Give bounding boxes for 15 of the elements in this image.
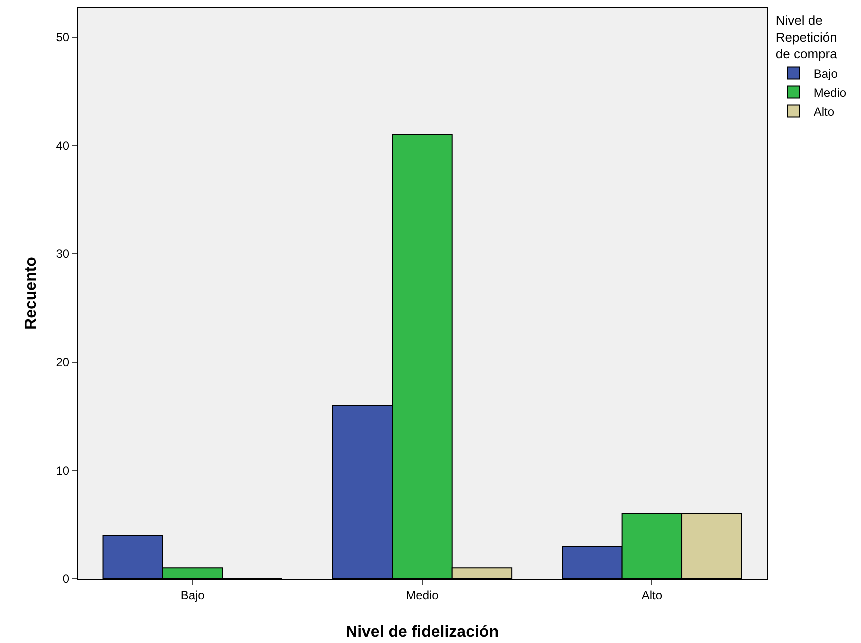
y-tick-label: 40 xyxy=(56,138,70,153)
y-tick-label: 0 xyxy=(62,572,70,586)
x-tick-label: Medio xyxy=(406,588,440,602)
x-axis-title: Nivel de fidelización xyxy=(346,624,499,641)
y-tick-label: 10 xyxy=(56,464,70,478)
x-tick-label: Bajo xyxy=(180,588,206,602)
legend-label: Alto xyxy=(814,104,835,119)
legend-title: Nivel de Repetición de compra xyxy=(776,12,838,62)
legend-label: Bajo xyxy=(814,66,838,81)
x-tick-label: Alto xyxy=(642,588,663,602)
y-axis-title: Recuento xyxy=(23,256,40,330)
y-tick-label: 50 xyxy=(56,30,70,44)
y-tick-label: 30 xyxy=(56,247,70,262)
legend-label: Medio xyxy=(814,86,847,100)
y-tick-label: 20 xyxy=(56,356,70,370)
